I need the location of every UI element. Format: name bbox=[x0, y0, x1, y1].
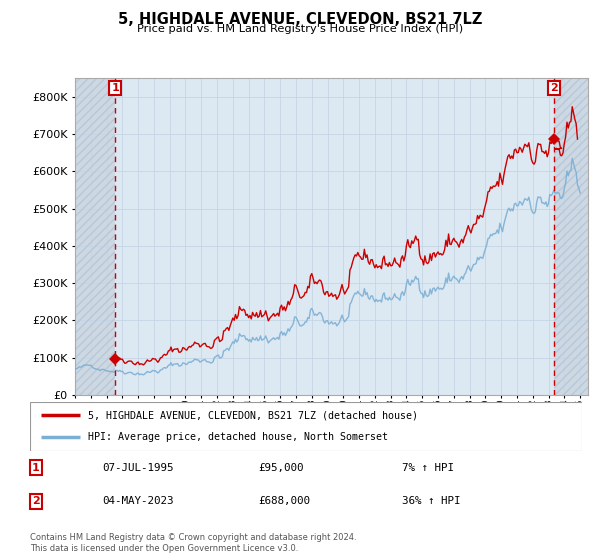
Text: HPI: Average price, detached house, North Somerset: HPI: Average price, detached house, Nort… bbox=[88, 432, 388, 442]
Text: 5, HIGHDALE AVENUE, CLEVEDON, BS21 7LZ (detached house): 5, HIGHDALE AVENUE, CLEVEDON, BS21 7LZ (… bbox=[88, 410, 418, 421]
Bar bbox=[554, 78, 588, 395]
Text: 04-MAY-2023: 04-MAY-2023 bbox=[102, 496, 173, 506]
Text: £95,000: £95,000 bbox=[258, 463, 304, 473]
Bar bbox=[554, 78, 588, 395]
Text: 5, HIGHDALE AVENUE, CLEVEDON, BS21 7LZ: 5, HIGHDALE AVENUE, CLEVEDON, BS21 7LZ bbox=[118, 12, 482, 27]
FancyBboxPatch shape bbox=[30, 402, 582, 451]
Text: 2: 2 bbox=[32, 496, 40, 506]
Text: 1: 1 bbox=[111, 83, 119, 93]
Text: 36% ↑ HPI: 36% ↑ HPI bbox=[402, 496, 461, 506]
Text: 2: 2 bbox=[550, 83, 558, 93]
Text: 1: 1 bbox=[32, 463, 40, 473]
Text: 07-JUL-1995: 07-JUL-1995 bbox=[102, 463, 173, 473]
Text: Price paid vs. HM Land Registry's House Price Index (HPI): Price paid vs. HM Land Registry's House … bbox=[137, 24, 463, 34]
Bar bbox=[75, 78, 115, 395]
Text: £688,000: £688,000 bbox=[258, 496, 310, 506]
Text: Contains HM Land Registry data © Crown copyright and database right 2024.
This d: Contains HM Land Registry data © Crown c… bbox=[30, 533, 356, 553]
Bar bbox=[75, 78, 115, 395]
Text: 7% ↑ HPI: 7% ↑ HPI bbox=[402, 463, 454, 473]
